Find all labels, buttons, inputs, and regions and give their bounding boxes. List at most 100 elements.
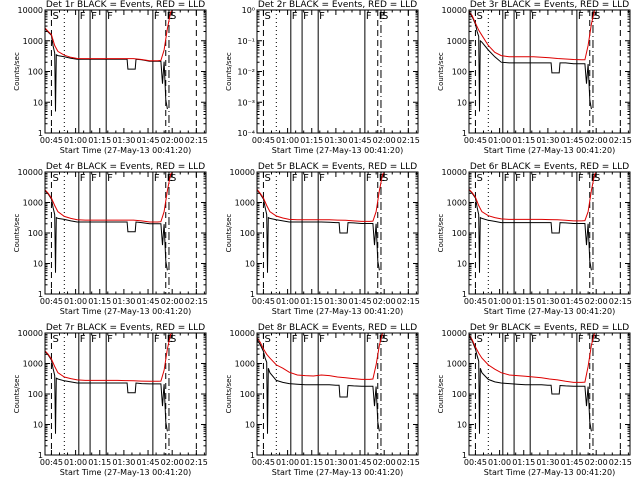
marker-label: S	[264, 334, 270, 345]
x-tick-label: 02:15	[185, 297, 208, 306]
marker-label: F	[319, 173, 325, 184]
plot-frame	[44, 332, 207, 456]
x-axis-label: Start Time (27-May-13 00:41:20)	[60, 146, 191, 155]
series-events	[45, 351, 168, 434]
marker-label: F	[303, 173, 309, 184]
series-events	[469, 335, 592, 434]
x-tick-label: 01:00	[488, 136, 511, 145]
series-events	[257, 339, 380, 434]
marker-label: S	[264, 11, 270, 22]
y-tick-label: 10	[457, 260, 467, 269]
marker-label: F	[578, 334, 584, 345]
x-tick-label: 01:00	[488, 297, 511, 306]
x-tick-label: 02:00	[585, 297, 608, 306]
y-tick-label: 10	[245, 421, 255, 430]
y-tick-label: 1	[462, 290, 467, 299]
marker-label: S	[594, 11, 600, 22]
x-tick-label: 02:15	[397, 458, 420, 467]
panel-title: Det 1r BLACK = Events, RED = LLD	[46, 0, 205, 10]
x-tick-label: 01:00	[488, 458, 511, 467]
y-tick-label: 1	[38, 129, 43, 138]
y-tick-label: 10000	[442, 6, 467, 15]
y-tick-label: 1000	[235, 199, 255, 208]
x-tick-label: 01:15	[300, 136, 323, 145]
plot-frame	[44, 9, 207, 134]
series-lld	[45, 172, 174, 223]
x-tick-label: 01:45	[349, 297, 372, 306]
plot-frame	[44, 171, 207, 295]
marker-label: F	[154, 173, 160, 184]
y-axis-label: Counts/sec	[13, 214, 21, 253]
marker-label: S	[52, 173, 58, 184]
plot-frame	[468, 9, 631, 134]
x-tick-label: 01:30	[324, 136, 347, 145]
y-tick-label: 100	[452, 390, 467, 399]
y-tick-label: 10000	[442, 168, 467, 177]
y-tick-label: 1	[462, 129, 467, 138]
x-tick-label: 02:00	[161, 458, 184, 467]
x-tick-label: 01:45	[137, 458, 160, 467]
marker-label: S	[52, 334, 58, 345]
x-axis-label: Start Time (27-May-13 00:41:20)	[60, 307, 191, 316]
series-lld	[257, 333, 384, 380]
marker-label: F	[319, 11, 325, 22]
marker-label: F	[366, 11, 372, 22]
marker-label: F	[515, 173, 521, 184]
x-tick-label: 01:45	[561, 458, 584, 467]
plot-frame	[256, 171, 419, 295]
marker-label: E	[379, 11, 385, 22]
marker-label: F	[154, 334, 160, 345]
y-tick-label: 10⁻¹	[237, 37, 255, 46]
marker-label: S	[476, 173, 482, 184]
series-lld	[45, 333, 174, 382]
x-tick-label: 01:30	[112, 297, 135, 306]
y-tick-label: 10⁻⁴	[237, 129, 255, 138]
x-tick-label: 00:45	[40, 136, 63, 145]
y-axis-label: Counts/sec	[13, 52, 21, 91]
series-lld	[469, 172, 598, 222]
marker-label: F	[366, 173, 372, 184]
x-tick-label: 01:30	[536, 297, 559, 306]
marker-label: F	[107, 11, 113, 22]
marker-label: F	[91, 173, 97, 184]
marker-label: S	[594, 173, 600, 184]
panel-title: Det 2r BLACK = Events, RED = LLD	[258, 0, 417, 10]
x-tick-label: 02:00	[373, 297, 396, 306]
x-tick-label: 02:00	[585, 458, 608, 467]
x-axis-label: Start Time (27-May-13 00:41:20)	[272, 146, 403, 155]
y-tick-label: 1000	[23, 199, 43, 208]
marker-label: S	[594, 334, 600, 345]
marker-label: F	[80, 173, 86, 184]
marker-label: F	[578, 11, 584, 22]
x-tick-label: 02:00	[373, 136, 396, 145]
marker-label: F	[154, 11, 160, 22]
y-tick-label: 1000	[23, 360, 43, 369]
x-tick-label: 00:45	[252, 136, 275, 145]
marker-label: S	[382, 334, 388, 345]
x-tick-label: 01:30	[112, 136, 135, 145]
series-events	[257, 189, 380, 273]
y-tick-label: 10	[457, 421, 467, 430]
plot-frame	[468, 171, 631, 295]
x-tick-label: 02:15	[609, 136, 632, 145]
x-tick-label: 02:00	[585, 136, 608, 145]
x-tick-label: 02:15	[185, 458, 208, 467]
x-tick-label: 02:15	[609, 458, 632, 467]
panel-title: Det 7r BLACK = Events, RED = LLD	[46, 323, 205, 333]
marker-label: F	[531, 334, 537, 345]
series-events	[469, 189, 592, 273]
marker-label: S	[382, 173, 388, 184]
marker-label: F	[531, 173, 537, 184]
marker-label: S	[264, 173, 270, 184]
y-tick-label: 100	[28, 68, 43, 77]
y-tick-label: 100	[452, 68, 467, 77]
y-tick-label: 1	[38, 451, 43, 460]
marker-label: F	[80, 11, 86, 22]
y-tick-label: 1000	[447, 37, 467, 46]
marker-label: S	[52, 11, 58, 22]
panel-title: Det 5r BLACK = Events, RED = LLD	[258, 162, 417, 172]
